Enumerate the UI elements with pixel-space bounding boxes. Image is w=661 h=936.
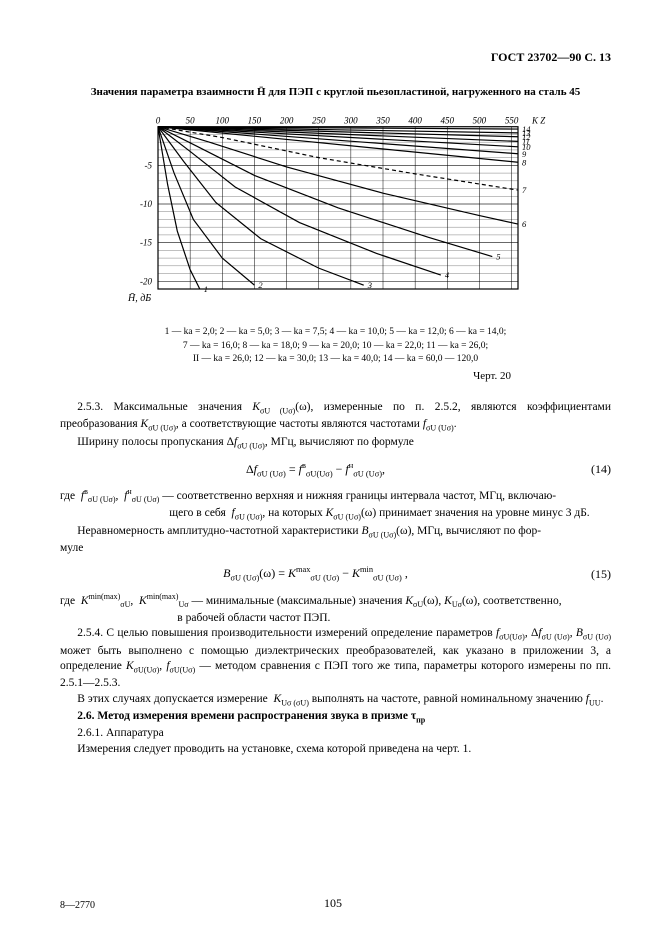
svg-text:0: 0 xyxy=(155,116,160,126)
equation-14: ΔfσU (Uσ) = fвσU(Uσ) − fнσU (Uσ), (14) xyxy=(60,460,611,480)
svg-text:-15: -15 xyxy=(140,238,152,248)
svg-text:400: 400 xyxy=(408,116,422,126)
legend-line-3: II — ka = 26,0; 12 — ka = 30,0; 13 — ka … xyxy=(193,354,478,364)
svg-text:-20: -20 xyxy=(140,277,152,287)
svg-text:-10: -10 xyxy=(140,199,152,209)
svg-text:4: 4 xyxy=(444,270,449,280)
body-text: 2.5.3. Максимальные значения KσU (Uσ)(ω)… xyxy=(60,400,611,757)
svg-text:1: 1 xyxy=(203,284,207,294)
svg-text:250: 250 xyxy=(311,116,325,126)
svg-text:200: 200 xyxy=(279,116,293,126)
chart-legend: 1 — ka = 2,0; 2 — ka = 5,0; 3 — ka = 7,5… xyxy=(60,326,611,366)
chart-container: 0 50 100 150 200 250 300 350 400 450 500 550 K Z -5 -1… xyxy=(60,107,611,322)
svg-text:3: 3 xyxy=(366,280,371,290)
legend-line-1: 1 — ka = 2,0; 2 — ka = 5,0; 3 — ka = 7,5… xyxy=(165,327,507,337)
page-footer: 8—2770 105 xyxy=(60,896,611,911)
svg-text:K Z: K Z xyxy=(531,116,546,126)
para-where-1: где fвσU (Uσ), fнσU (Uσ) — соответственн… xyxy=(60,487,611,523)
svg-text:100: 100 xyxy=(215,116,229,126)
page-header: ГОСТ 23702—90 С. 13 xyxy=(60,50,611,65)
para-where-2: где Kmin(max)σU, Kmin(max)Uσ — минимальн… xyxy=(60,592,611,627)
para-unevenness-2: муле xyxy=(60,541,611,557)
svg-text:300: 300 xyxy=(343,116,358,126)
svg-text:7: 7 xyxy=(522,185,527,195)
para-254b: В этих случаях допускается измерение KUσ… xyxy=(60,692,611,709)
svg-text:5: 5 xyxy=(496,252,500,262)
svg-text:8: 8 xyxy=(522,158,527,168)
equation-15: BσU (Uσ)(ω) = KmaxσU (Uσ) − KminσU (Uσ) … xyxy=(60,564,611,584)
page-number: 105 xyxy=(95,896,571,911)
para-unevenness: Неравномерность амплитудно-частотной хар… xyxy=(60,524,611,541)
para-bandwidth: Ширину полосы пропускания ΔfσU (Uσ), МГц… xyxy=(60,435,611,452)
svg-text:2: 2 xyxy=(258,280,263,290)
legend-line-2: 7 — ka = 16,0; 8 — ka = 18,0; 9 — ka = 2… xyxy=(183,341,488,351)
svg-text:500: 500 xyxy=(472,116,486,126)
svg-text:H̄, дБ: H̄, дБ xyxy=(127,293,151,305)
para-254: 2.5.4. С целью повышения производительно… xyxy=(60,626,611,691)
svg-text:350: 350 xyxy=(375,116,390,126)
svg-text:-5: -5 xyxy=(144,161,152,171)
svg-text:550: 550 xyxy=(504,116,518,126)
para-261b: Измерения следует проводить на установке… xyxy=(60,742,611,758)
svg-text:6: 6 xyxy=(522,219,527,229)
section-26: 2.6. Метод измерения времени распростран… xyxy=(60,709,611,726)
para-253: 2.5.3. Максимальные значения KσU (Uσ)(ω)… xyxy=(60,400,611,434)
figure-title: Значения параметра взаимности H̄ для ПЭП… xyxy=(60,85,611,99)
equation-number: (14) xyxy=(571,461,611,477)
footer-sig: 8—2770 xyxy=(60,900,95,911)
chart-svg: 0 50 100 150 200 250 300 350 400 450 500 550 K Z -5 -1… xyxy=(116,107,556,317)
svg-text:450: 450 xyxy=(440,116,454,126)
figure-caption: Черт. 20 xyxy=(60,370,511,382)
para-261: 2.6.1. Аппаратура xyxy=(60,726,611,742)
equation-number: (15) xyxy=(571,566,611,582)
svg-text:50: 50 xyxy=(185,116,195,126)
svg-text:150: 150 xyxy=(247,116,261,126)
